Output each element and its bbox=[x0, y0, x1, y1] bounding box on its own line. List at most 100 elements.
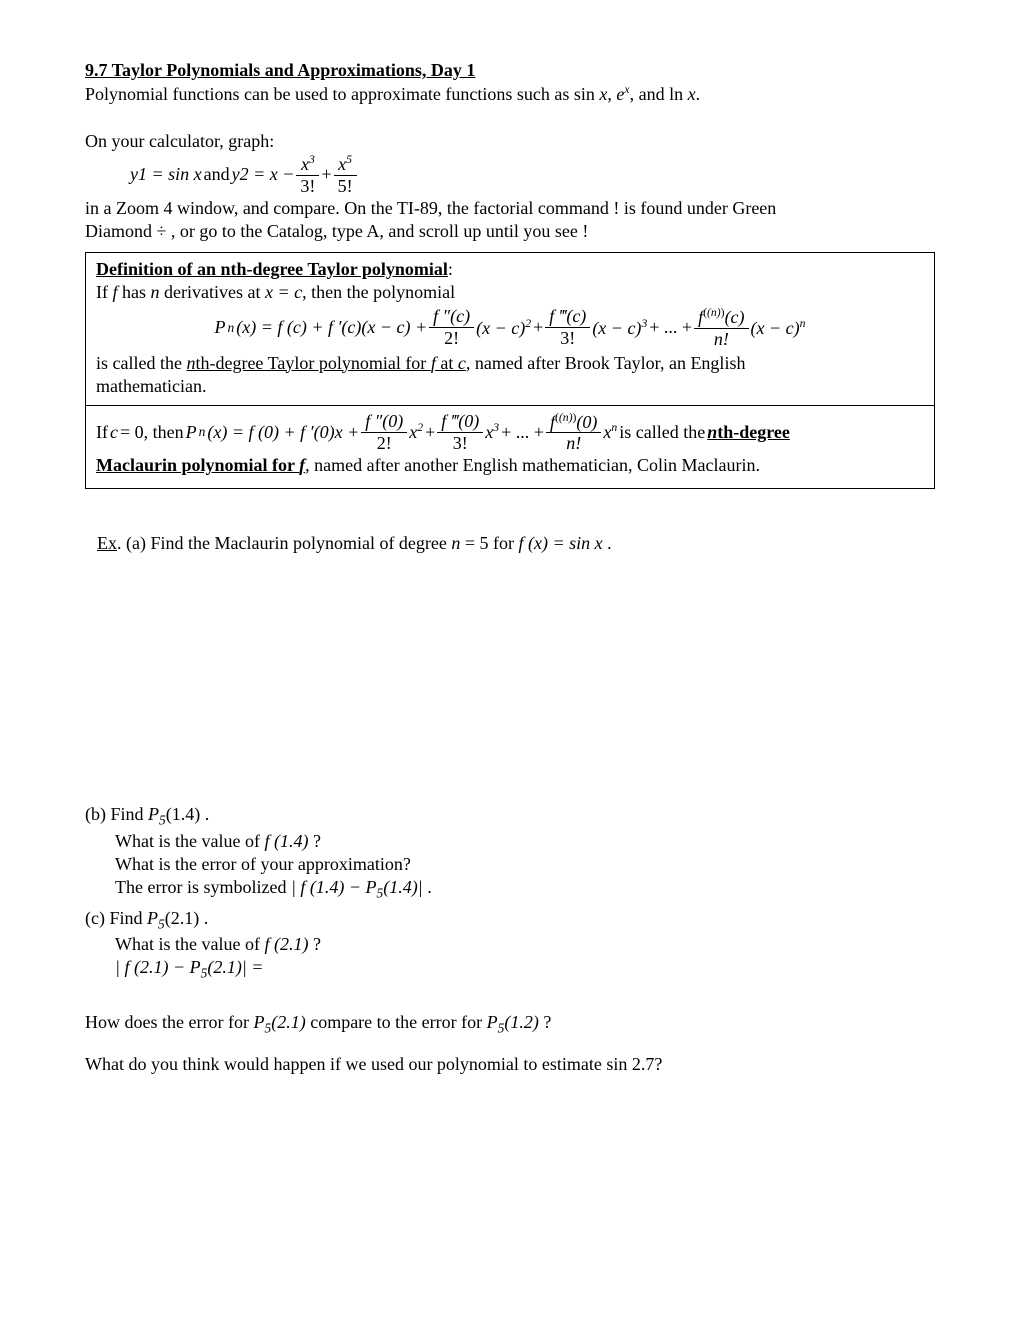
def-head-text: Definition of an nth-degree Taylor polyn… bbox=[96, 259, 448, 279]
c-period: . bbox=[199, 908, 208, 928]
tnnum-c: (c) bbox=[725, 307, 745, 327]
example-b-lead: (b) Find P5(1.4) . bbox=[85, 804, 935, 829]
final-q: What do you think would happen if we use… bbox=[85, 1054, 935, 1075]
if-xc: x = c bbox=[265, 282, 302, 302]
frac1-exp: 3 bbox=[309, 153, 315, 166]
tc-b: th-degree Taylor polynomial for bbox=[195, 353, 430, 373]
b-err: | f (1.4) − P5(1.4)| bbox=[291, 877, 423, 897]
m2den: 2! bbox=[361, 433, 407, 453]
t2tail: (x − c)2 bbox=[476, 317, 531, 339]
lnx-x: x bbox=[688, 84, 696, 104]
m3num: f ‴(0) bbox=[437, 412, 483, 433]
t2den: 2! bbox=[429, 328, 474, 348]
y2lhs: y2 = x − bbox=[232, 164, 295, 185]
frac1-num: x bbox=[301, 154, 309, 174]
b-q2: What is the error of your approximation? bbox=[85, 854, 935, 875]
m-lhs-P: P bbox=[186, 422, 197, 443]
cmp-p12: P5(1.2) bbox=[487, 1012, 539, 1032]
frac-x5: x5 5! bbox=[334, 154, 357, 196]
calc-equations: y1 = sin x and y2 = x − x3 3! + x5 5! bbox=[85, 154, 935, 196]
mac-l2a-txt: Maclaurin polynomial for bbox=[96, 455, 299, 475]
ifa: If bbox=[96, 282, 113, 302]
t2num: f ″(c) bbox=[429, 307, 474, 328]
t3num: f ‴(c) bbox=[545, 307, 590, 328]
b-q1a: What is the value of bbox=[115, 831, 264, 851]
m2exp: 2 bbox=[417, 421, 423, 434]
c-P-sub: 5 bbox=[158, 916, 165, 931]
b-lead: (b) Find bbox=[85, 804, 148, 824]
cmp-b: compare to the error for bbox=[306, 1012, 487, 1032]
c-eq-a: | f (2.1) − P bbox=[115, 957, 201, 977]
tnnum-b-inner: (n) bbox=[707, 306, 721, 319]
ifb: has bbox=[118, 282, 151, 302]
cmp-P2arg: (1.2) bbox=[504, 1012, 539, 1032]
mnexp: n bbox=[611, 421, 617, 434]
m3exp: 3 bbox=[493, 421, 499, 434]
b-q3a: The error is symbolized bbox=[115, 877, 291, 897]
maclaurin-line2: Maclaurin polynomial for f, named after … bbox=[96, 455, 924, 476]
ex-a-fx: f (x) = sin x bbox=[519, 533, 603, 553]
c-lead: (c) Find bbox=[85, 908, 147, 928]
taylor-conclude2: mathematician. bbox=[96, 376, 924, 397]
maclaurin-line: If c = 0, then Pn (x) = f (0) + f ′(0)x … bbox=[96, 412, 924, 454]
t3tail-body: (x − c) bbox=[592, 318, 641, 338]
section-title: 9.7 Taylor Polynomials and Approximation… bbox=[85, 60, 935, 81]
mnden: n! bbox=[546, 433, 601, 453]
m-fracn: f((n))(0) n! bbox=[546, 412, 601, 454]
b-P-arg: (1.4) bbox=[166, 804, 201, 824]
ex-a-period: . bbox=[603, 533, 612, 553]
c-P-arg: (2.1) bbox=[165, 908, 200, 928]
m-frac3: f ‴(0) 3! bbox=[437, 412, 483, 453]
mnnum-b-inner: (n) bbox=[559, 411, 573, 424]
calc-follow2: Diamond ÷ , or go to the Catalog, type A… bbox=[85, 221, 935, 242]
t-dots: + ... + bbox=[649, 317, 692, 338]
frac2-den: 5! bbox=[334, 176, 357, 196]
tntail: (x − c)n bbox=[751, 317, 806, 339]
mac-emph: nth-degree bbox=[707, 422, 790, 443]
tc-cc: c bbox=[458, 353, 466, 373]
tntail-body: (x − c) bbox=[751, 318, 800, 338]
mnnum: f((n))(0) bbox=[546, 412, 601, 434]
follow2b: , or go to the Catalog, type A, and scro… bbox=[166, 221, 588, 241]
example-a: Ex. (a) Find the Maclaurin polynomial of… bbox=[85, 533, 935, 554]
m3tail: x3 bbox=[485, 421, 499, 443]
t-lhs-P: P bbox=[214, 317, 225, 338]
b-err-b: (1.4)| bbox=[383, 877, 422, 897]
t2tail-body: (x − c) bbox=[476, 318, 525, 338]
b-q1b: ? bbox=[308, 831, 321, 851]
frac2-num: x bbox=[338, 154, 346, 174]
b-P: P bbox=[148, 804, 159, 824]
intro-a: Polynomial functions can be used to appr… bbox=[85, 84, 599, 104]
page: 9.7 Taylor Polynomials and Approximation… bbox=[0, 0, 1020, 1320]
b-q1: What is the value of f (1.4) ? bbox=[85, 831, 935, 852]
b-q3b: . bbox=[423, 877, 432, 897]
c-q1: What is the value of f (2.1) ? bbox=[85, 934, 935, 955]
definition-box: Definition of an nth-degree Taylor polyn… bbox=[85, 252, 935, 490]
tnnum-b: ((n)) bbox=[703, 306, 724, 319]
ex-a-a: . (a) Find the Maclaurin polynomial of d… bbox=[117, 533, 451, 553]
c-P: P bbox=[147, 908, 158, 928]
m2tail: x2 bbox=[409, 421, 423, 443]
t2exp: 2 bbox=[525, 317, 531, 330]
ifd: , then the polynomial bbox=[302, 282, 455, 302]
m-plus1: + bbox=[425, 422, 435, 443]
def-colon: : bbox=[448, 259, 453, 279]
frac-x3: x3 3! bbox=[296, 154, 319, 196]
eqline: y1 = sin x and y2 = x − x3 3! + x5 5! bbox=[130, 154, 357, 196]
intro-b: , and ln bbox=[630, 84, 688, 104]
calc-lead: On your calculator, graph: bbox=[85, 131, 935, 152]
m-frac2: f ″(0) 2! bbox=[361, 412, 407, 453]
def-heading: Definition of an nth-degree Taylor polyn… bbox=[96, 259, 924, 280]
mac-a: If bbox=[96, 422, 108, 443]
box-divider bbox=[86, 405, 934, 406]
mac-c2: is called the bbox=[619, 422, 705, 443]
ifc: derivatives at bbox=[160, 282, 265, 302]
if-line: If f has n derivatives at x = c, then th… bbox=[96, 282, 924, 303]
m-lhs-rest: (x) = f (0) + f ′(0)x + bbox=[207, 422, 359, 443]
cmp-a: How does the error for bbox=[85, 1012, 253, 1032]
tnden: n! bbox=[694, 329, 748, 349]
intro-period: . bbox=[696, 84, 701, 104]
c-eq: | f (2.1) − P5(2.1)| = bbox=[85, 957, 935, 982]
compare-q: How does the error for P5(2.1) compare t… bbox=[85, 1012, 935, 1037]
mntail: xn bbox=[603, 421, 617, 443]
